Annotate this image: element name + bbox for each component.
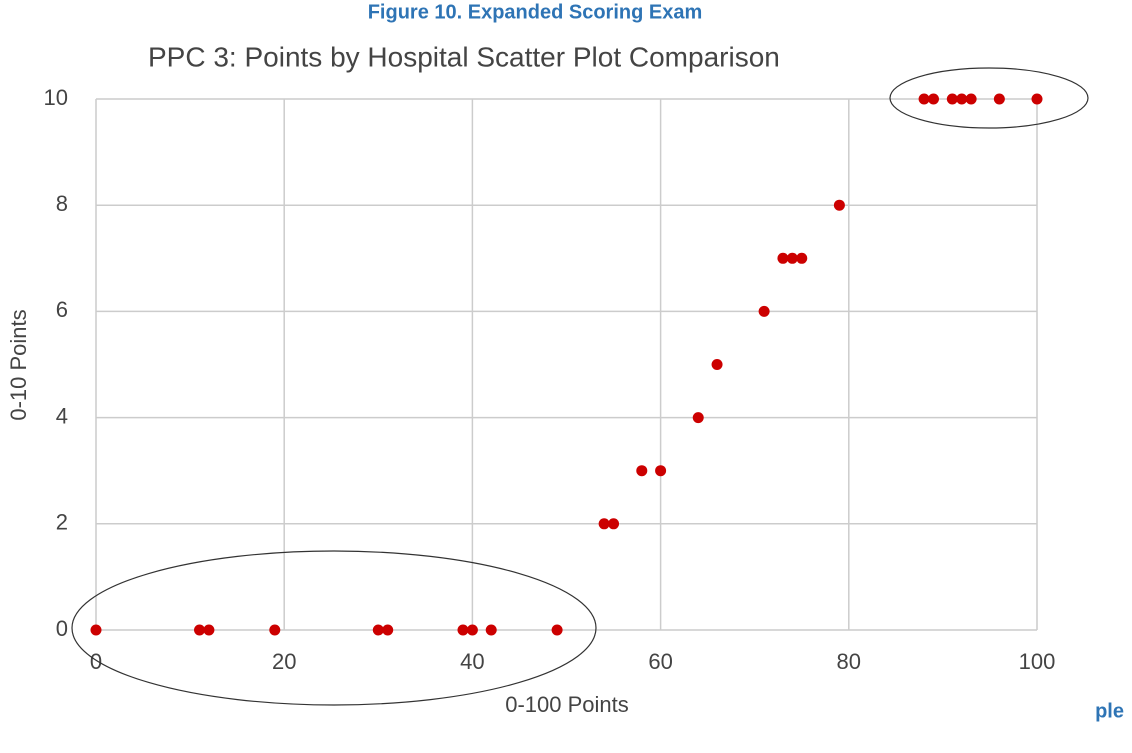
point (758, 305, 770, 317)
point (203, 624, 215, 636)
y-tick-label: 0 (56, 616, 68, 641)
point (269, 624, 281, 636)
y-tick-label: 8 (56, 191, 68, 216)
point (711, 359, 723, 370)
points (90, 93, 1043, 636)
point (598, 518, 610, 530)
annotation-ellipse (71, 550, 597, 706)
y-tick-label: 4 (56, 403, 68, 428)
point (194, 624, 206, 636)
point (636, 465, 648, 477)
point (956, 93, 968, 105)
point (796, 252, 808, 264)
figure-caption: Figure 10. Expanded Scoring Exam (368, 1, 703, 23)
x-tick-label: 80 (837, 649, 861, 674)
point (372, 624, 384, 636)
point (382, 624, 394, 636)
point (993, 93, 1005, 105)
point (485, 624, 497, 636)
x-tick-label: 0 (90, 649, 102, 674)
x-tick-label: 100 (1019, 649, 1056, 674)
point (918, 93, 930, 105)
x-tick-label: 40 (460, 649, 484, 674)
point (965, 93, 977, 105)
point (655, 465, 667, 477)
point (608, 518, 620, 530)
point (777, 252, 789, 264)
annotation-ellipse (889, 67, 1089, 129)
chart-title: PPC 3: Points by Hospital Scatter Plot C… (148, 41, 780, 72)
point (457, 624, 469, 636)
point (1031, 93, 1043, 105)
point (551, 624, 563, 636)
x-tick-label: 60 (648, 649, 672, 674)
point (692, 412, 704, 424)
point (90, 624, 102, 636)
text-fragment: ple (1095, 700, 1124, 722)
y-axis-label: 0-10 Points (6, 309, 31, 420)
point (466, 624, 478, 636)
x-axis-label: 0-100 Points (505, 692, 629, 717)
point (927, 93, 939, 105)
y-tick-label: 10 (44, 85, 68, 110)
point (833, 199, 845, 211)
y-tick-label: 2 (56, 510, 68, 535)
x-tick-label: 20 (272, 649, 296, 674)
y-tick-label: 6 (56, 297, 68, 322)
point (786, 252, 798, 264)
point (946, 93, 958, 105)
